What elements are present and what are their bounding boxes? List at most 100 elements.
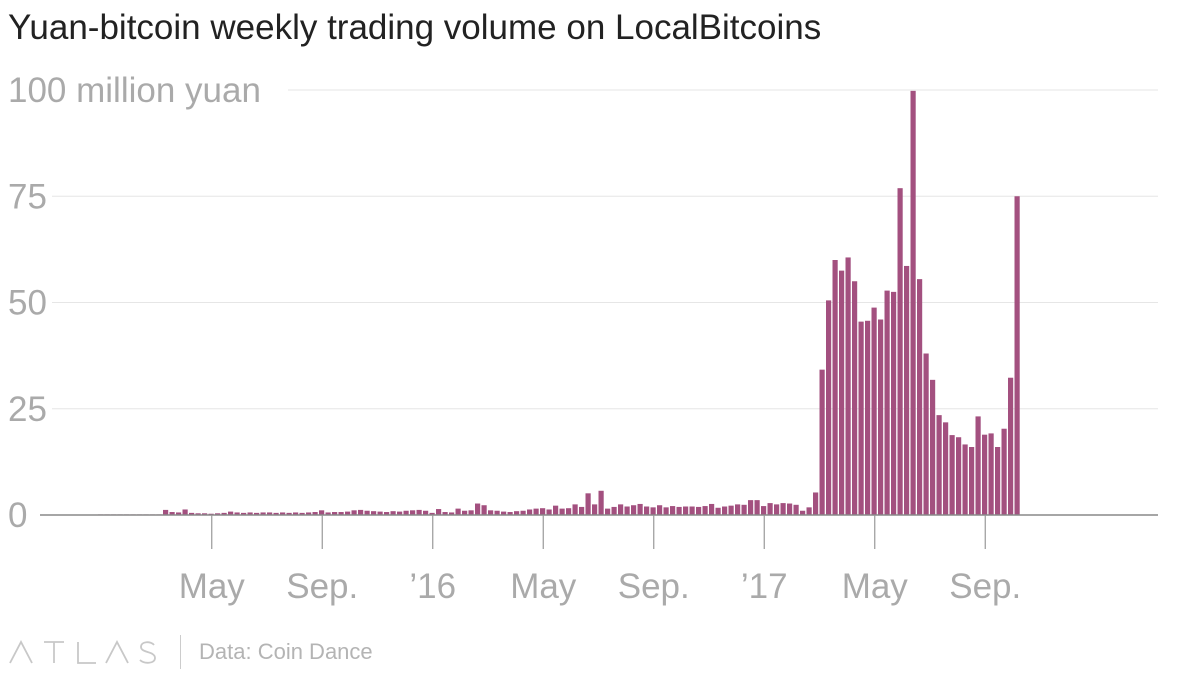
bar xyxy=(644,506,650,515)
bar xyxy=(592,504,598,515)
x-tick-label: Sep. xyxy=(949,567,1021,606)
bar xyxy=(403,510,409,515)
bar xyxy=(221,512,227,515)
bar xyxy=(520,510,526,515)
bar xyxy=(182,509,188,515)
chart-title: Yuan-bitcoin weekly trading volume on Lo… xyxy=(8,8,822,47)
bar xyxy=(293,512,299,515)
bar xyxy=(845,257,851,515)
bar xyxy=(683,506,689,515)
bar xyxy=(572,504,578,515)
bar xyxy=(631,505,637,515)
bar xyxy=(585,493,591,515)
bar xyxy=(332,512,338,515)
x-axis: May Sep. ’16 May Sep. ’17 May Sep. xyxy=(40,514,1158,606)
bar xyxy=(728,505,734,515)
bar xyxy=(826,300,832,515)
bar xyxy=(423,510,429,515)
bar xyxy=(280,512,286,515)
bar xyxy=(982,434,988,515)
y-tick-label: 100 million yuan xyxy=(8,71,261,110)
bar xyxy=(923,353,929,515)
bar xyxy=(312,512,318,515)
bar xyxy=(754,500,760,515)
bar xyxy=(169,512,175,515)
bar xyxy=(501,511,507,515)
bar xyxy=(286,512,292,515)
bar xyxy=(767,503,773,515)
bar xyxy=(1014,196,1020,515)
bar xyxy=(793,504,799,515)
bar xyxy=(735,504,741,515)
bar xyxy=(215,513,221,515)
bar xyxy=(650,507,656,515)
bar xyxy=(416,509,422,515)
bar xyxy=(384,512,390,515)
bar xyxy=(468,510,474,515)
bar xyxy=(962,444,968,515)
bar xyxy=(975,416,981,515)
bar xyxy=(878,319,884,515)
bar xyxy=(936,415,942,515)
y-axis-labels: 0 25 50 75 100 million yuan xyxy=(8,71,261,535)
x-tick-label: Sep. xyxy=(618,567,690,606)
bar xyxy=(345,511,351,515)
bar xyxy=(741,504,747,515)
bar xyxy=(325,512,331,515)
bar xyxy=(449,512,455,515)
bar xyxy=(988,433,994,515)
bar xyxy=(605,508,611,515)
bar xyxy=(488,510,494,515)
bar xyxy=(436,509,442,515)
bar xyxy=(761,506,767,515)
x-tick-label: May xyxy=(510,567,577,606)
data-source: Data: Coin Dance xyxy=(199,639,373,664)
bar xyxy=(969,447,975,515)
bar xyxy=(930,379,936,515)
bar xyxy=(618,504,624,515)
bar xyxy=(260,512,266,515)
footer: Data: Coin Dance xyxy=(8,632,373,672)
bar xyxy=(234,512,240,515)
bar xyxy=(455,508,461,515)
bar xyxy=(696,506,702,515)
bar xyxy=(943,422,949,515)
bar xyxy=(910,90,916,515)
bar xyxy=(839,270,845,515)
bar xyxy=(397,511,403,515)
bar xyxy=(800,510,806,515)
bar xyxy=(806,507,812,515)
x-tick-label: Sep. xyxy=(286,567,358,606)
atlas-logo xyxy=(8,639,158,665)
bar-chart: 0 25 50 75 100 million yuan May Sep. ’16 May Sep… xyxy=(8,71,1158,606)
bar xyxy=(475,503,481,515)
bar xyxy=(507,512,513,515)
bar xyxy=(819,369,825,515)
bar xyxy=(579,506,585,515)
bar xyxy=(163,509,169,515)
y-tick-label: 0 xyxy=(8,496,27,535)
y-tick-label: 75 xyxy=(8,177,47,216)
bar xyxy=(364,510,370,515)
atlas-logo-icon xyxy=(9,640,156,664)
bar xyxy=(865,320,871,515)
bar xyxy=(787,503,793,515)
x-tick-label: ’16 xyxy=(409,567,456,606)
bar xyxy=(462,510,468,515)
bar xyxy=(319,510,325,515)
footer-divider xyxy=(180,635,181,669)
bar xyxy=(189,512,195,515)
bar xyxy=(527,509,533,515)
bar xyxy=(813,492,819,515)
bar xyxy=(553,505,559,515)
bar xyxy=(299,512,305,515)
bar xyxy=(338,512,344,515)
bar xyxy=(228,511,234,515)
bar xyxy=(1001,428,1007,515)
bar xyxy=(481,505,487,515)
x-tick-label: May xyxy=(842,567,909,606)
bar xyxy=(390,511,396,515)
x-tick-label: May xyxy=(179,567,246,606)
bar xyxy=(546,509,552,515)
bar xyxy=(410,510,416,515)
